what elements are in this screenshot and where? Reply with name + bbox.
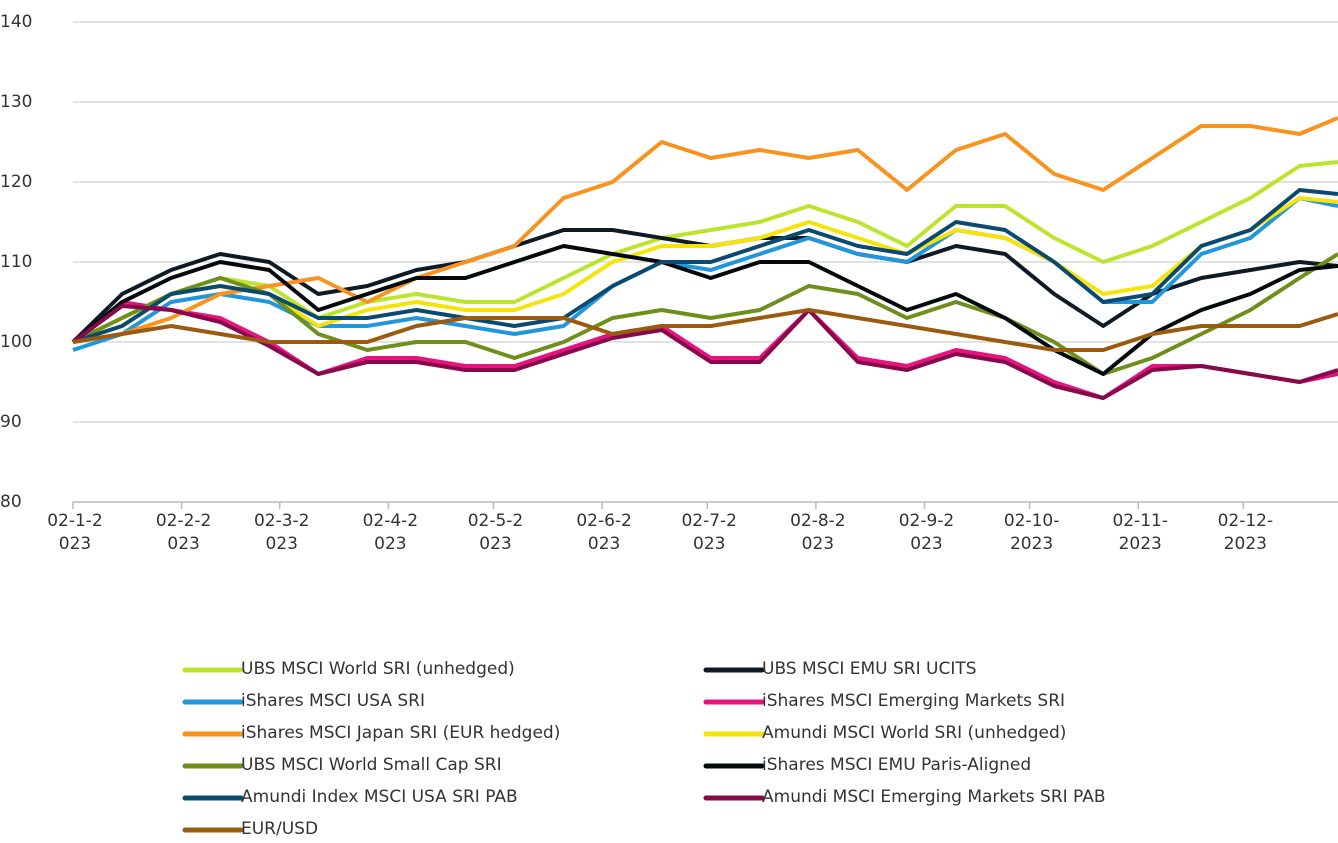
legend-label: EUR/USD [241, 819, 319, 839]
x-tick-label: 02-3-2023 [253, 511, 310, 554]
y-tick-label: 100 [0, 332, 32, 352]
x-tick-label: 02-4-2023 [362, 511, 419, 554]
legend-label: iShares MSCI EMU Paris-Aligned [762, 755, 1032, 775]
line-series [72, 188, 1338, 344]
legend-label: UBS MSCI EMU SRI UCITS [762, 659, 977, 679]
y-tick-label: 130 [0, 92, 32, 112]
line-series [71, 304, 1338, 400]
legend-label: UBS MSCI World Small Cap SRI [241, 755, 502, 775]
y-tick-label: 90 [0, 412, 22, 432]
legend-label: iShares MSCI Japan SRI (EUR hedged) [241, 723, 561, 743]
line-series [72, 196, 1338, 352]
x-tick-label: 02-1-2023 [47, 511, 103, 554]
legend-label: Amundi MSCI World SRI (unhedged) [762, 723, 1067, 743]
legend-label: Amundi Index MSCI USA SRI PAB [241, 787, 518, 807]
y-tick-label: 110 [0, 252, 32, 272]
x-tick-label: 02-7-2023 [681, 511, 738, 554]
x-tick-label: 02-2-2023 [155, 511, 212, 554]
x-tick-label: 02-8-2023 [790, 511, 846, 554]
x-tick-label: 02-9-2023 [898, 511, 955, 554]
y-tick-label: 80 [0, 492, 22, 512]
y-tick-label: 120 [0, 172, 32, 192]
x-tick-label: 02-5-2023 [467, 511, 524, 554]
line-series [71, 244, 1338, 376]
y-tick-label: 140 [0, 12, 32, 32]
line-series [71, 300, 1338, 400]
line-series [72, 160, 1338, 344]
x-tick-label: 02-11-2023 [1112, 511, 1169, 554]
legend-label: iShares MSCI USA SRI [241, 691, 425, 711]
line-series [72, 252, 1338, 376]
legend-label: iShares MSCI Emerging Markets SRI [762, 691, 1066, 711]
line-series [72, 308, 1338, 352]
x-tick-label: 02-12-2023 [1217, 511, 1274, 554]
legend-label: Amundi MSCI Emerging Markets SRI PAB [762, 787, 1106, 807]
x-tick-label: 02-6-2023 [576, 511, 632, 554]
legend-label: UBS MSCI World SRI (unhedged) [241, 659, 515, 679]
line-series [72, 196, 1338, 344]
x-tick-label: 02-10-2023 [1003, 511, 1060, 554]
